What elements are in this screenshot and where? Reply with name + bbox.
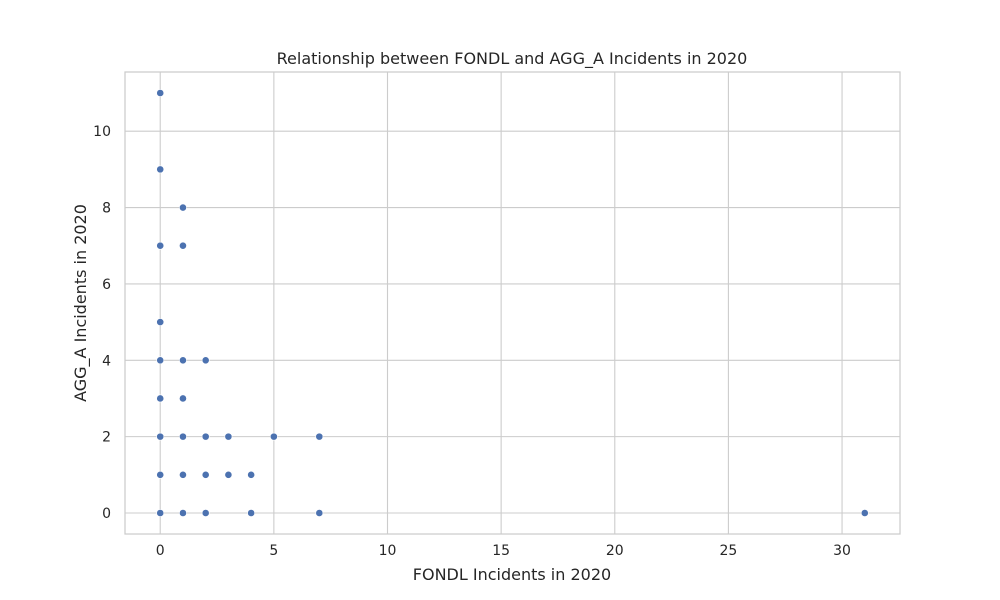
x-tick-label: 0 <box>156 543 165 559</box>
data-point <box>179 241 187 250</box>
grid <box>125 72 900 534</box>
data-point <box>179 509 187 517</box>
y-tick-label: 10 <box>93 124 111 140</box>
data-point <box>156 356 165 365</box>
chart-title: Relationship between FONDL and AGG_A Inc… <box>277 49 748 69</box>
data-point <box>156 89 165 97</box>
y-tick-label: 0 <box>102 506 111 522</box>
data-point <box>156 318 165 326</box>
x-tick-label: 20 <box>606 543 624 559</box>
data-point <box>179 394 187 403</box>
data-point <box>224 470 233 479</box>
data-point <box>179 432 187 441</box>
data-point <box>860 509 869 517</box>
data-point <box>201 432 210 441</box>
data-point <box>269 432 278 441</box>
x-axis-ticks: 0 5 10 15 20 25 30 <box>156 543 851 559</box>
y-tick-label: 8 <box>102 201 111 217</box>
x-axis-label: FONDL Incidents in 2020 <box>413 565 611 584</box>
data-point <box>247 470 256 479</box>
data-point <box>156 241 165 250</box>
data-point <box>224 432 233 441</box>
data-point <box>201 509 210 517</box>
x-tick-label: 30 <box>833 543 851 559</box>
y-tick-label: 6 <box>102 277 111 293</box>
y-tick-label: 2 <box>102 430 111 446</box>
data-point <box>247 509 256 517</box>
data-point <box>156 509 165 517</box>
data-point <box>156 432 165 441</box>
data-point <box>315 509 324 517</box>
x-tick-label: 25 <box>719 543 737 559</box>
data-points <box>156 89 869 517</box>
data-point <box>156 470 165 479</box>
x-tick-label: 15 <box>492 543 510 559</box>
data-point <box>201 470 210 479</box>
data-point <box>179 356 187 365</box>
data-point <box>179 203 187 212</box>
data-point <box>156 394 165 403</box>
y-axis-label: AGG_A Incidents in 2020 <box>71 204 91 402</box>
data-point <box>156 165 165 174</box>
y-tick-label: 4 <box>102 353 111 369</box>
x-tick-label: 10 <box>379 543 397 559</box>
data-point <box>315 432 324 441</box>
x-tick-label: 5 <box>269 543 278 559</box>
plot-area-frame <box>124 71 901 535</box>
y-axis-ticks: 0 2 4 6 8 10 <box>93 124 111 522</box>
data-point <box>201 356 210 365</box>
data-point <box>179 470 187 479</box>
